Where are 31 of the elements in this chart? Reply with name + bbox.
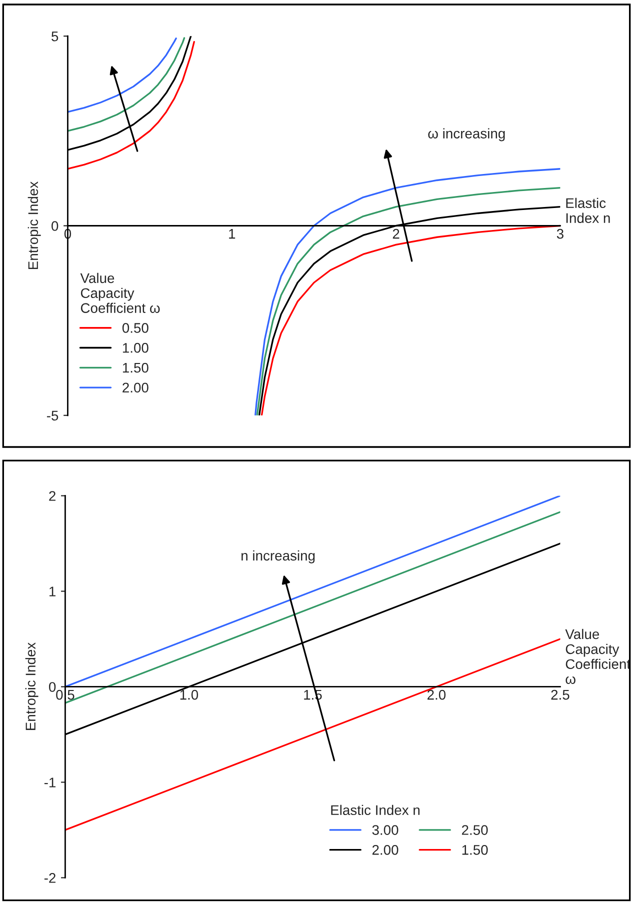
y-tick-label: -5	[46, 410, 58, 421]
legend-title: Elastic Index n	[331, 804, 420, 816]
legend-label: 2.00	[122, 382, 148, 393]
x-tick-label: 2	[392, 228, 400, 239]
x-tick-label: 2.0	[428, 690, 446, 700]
legend-label: 2.50	[462, 825, 488, 835]
legend-label: 1.00	[122, 342, 148, 353]
x-axis-title: Elastic Index n	[566, 198, 610, 224]
y-tick-label: 0	[48, 682, 56, 692]
annotation: ω increasing	[428, 128, 505, 142]
y-tick-label: 2	[49, 491, 56, 501]
legend-label: 0.50	[122, 323, 148, 333]
y-axis-title: Entropic Index	[25, 642, 38, 730]
y-tick-label: 1	[50, 586, 56, 596]
y-tick-label: 5	[52, 32, 58, 42]
x-tick-label: 3	[556, 228, 564, 239]
x-axis-title: Value Capacity Coefficient ω	[565, 628, 630, 684]
annotation: n increasing	[242, 550, 315, 564]
line-series	[65, 496, 560, 688]
legend-label: 1.50	[462, 844, 488, 855]
y-tick-label: -1	[44, 778, 56, 788]
x-tick-label: 1.0	[180, 690, 198, 700]
y-tick-label: 0	[52, 221, 58, 231]
legend-title: Value Capacity Coefficient ω	[80, 272, 160, 313]
legend-label: 2.00	[372, 844, 398, 855]
x-tick-label: 2.5	[551, 690, 570, 700]
legend-label: 1.50	[122, 362, 148, 373]
x-tick-label: 1	[229, 229, 236, 239]
legend-label: 3.00	[372, 825, 398, 835]
y-tick-label: -2	[44, 873, 56, 883]
y-axis-title: Entropic Index	[28, 182, 41, 269]
